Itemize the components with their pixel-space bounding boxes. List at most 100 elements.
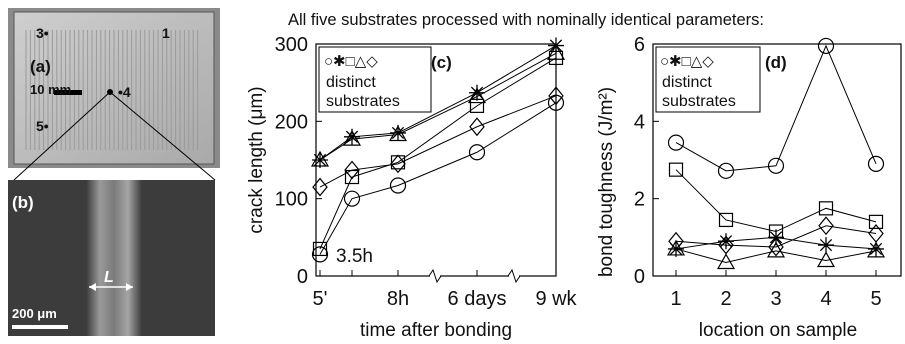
legend-symbols-c: ○✱□△◇ [324,53,378,70]
data-point-circle [468,144,486,161]
crack-band [86,180,142,336]
zoom-line-left [13,91,111,181]
location-marker-1: •4 [118,84,131,100]
data-point-square [548,50,564,66]
x-tick-label-loc-5: 5 [870,288,881,310]
x-axis-label-c: time after bonding [360,320,512,341]
axis-break [507,268,521,284]
data-point-star [818,237,834,254]
legend-line1-c: distinct [326,74,376,91]
data-point-circle [311,246,329,263]
y-tick-label-c-0: 0 [297,266,308,288]
y-tick-label-c-300: 300 [275,34,308,56]
figure-header: All five substrates processed with nomin… [288,11,764,29]
data-point-diamond [548,86,564,106]
legend-line2-c: substrates [326,93,400,110]
data-point-diamond [312,177,328,197]
data-point-star [768,229,784,246]
panel-b-label: (b) [12,193,34,212]
data-point-square [868,214,884,229]
x-tick-label-loc-3: 3 [770,288,781,310]
series-line-circle [675,44,877,172]
scale-label-b: 200 μm [12,306,57,321]
x-axis-label-d: location on sample [699,320,857,341]
data-point-triangle [467,87,487,104]
channel-pattern [25,30,199,150]
panel-d-label: (d) [765,53,787,72]
y-tick-label-d-2: 2 [634,189,645,211]
scale-bar-b [12,325,68,329]
data-point-square [818,201,834,216]
data-point-triangle [342,129,362,146]
data-point-diamond [668,231,684,251]
legend-d: ○✱□△◇ distinct substrates [655,46,761,113]
data-point-circle [867,155,885,172]
data-point-triangle [546,44,566,60]
legend-box-c [318,46,432,113]
data-point-circle [767,157,785,174]
y-tick-label-c-100: 100 [275,189,308,211]
data-point-circle [817,37,835,55]
data-point-diamond [818,216,834,236]
x-tick-label-5min: 5' [313,288,328,310]
x-tick-label-loc-2: 2 [720,288,731,310]
data-point-diamond [390,154,406,174]
data-point-star [718,233,734,250]
data-point-star [868,240,884,257]
legend-symbols-d: ○✱□△◇ [660,53,714,70]
data-point-square [469,98,485,113]
series-layer [310,37,566,263]
zoom-line-right [109,91,216,181]
series-line-circle [319,102,557,255]
axis-break [428,268,442,284]
y-axis-label-d: bond toughness (J/m²) [596,87,617,277]
series-line-diamond [319,95,557,188]
x-tick-label-9wk: 9 wk [535,288,577,310]
data-point-star [469,84,485,101]
series-line-triangle [319,52,557,161]
y-tick-label-d-4: 4 [634,111,645,133]
data-point-triangle [866,241,886,258]
series-layer [666,37,886,270]
location-marker-2: 3• [36,25,49,41]
data-point-circle [389,177,407,194]
data-point-diamond [344,160,360,180]
data-point-diamond [469,117,485,137]
legend-line1-d: distinct [662,74,712,91]
chart-crack-length: crack length (μm) time after bonding 3.5… [246,34,578,341]
data-point-diamond [868,224,884,243]
x-tick-label-6days: 6 days [448,288,507,310]
data-point-diamond [768,237,784,257]
x-tick-label-loc-4: 4 [820,288,831,310]
y-tick-label-c-200: 200 [275,111,308,133]
series-line-diamond [675,225,877,248]
panel-a-photo: (a) 10 mm 3• 1 •4 5• [8,8,220,168]
panel-b-micrograph: (b) L 200 μm [8,180,215,336]
data-point-triangle [716,253,736,270]
plot-frame-d [652,43,902,277]
location-marker-4: 5• [36,118,49,134]
panel-a-label: (a) [30,57,51,76]
y-tick-label-d-0: 0 [634,266,645,288]
annotation-3-5h: 3.5h [336,246,373,267]
series-line-square [675,169,877,233]
location-marker-3: 1 [162,25,170,41]
legend-c: ○✱□△◇ distinct substrates [318,46,432,113]
data-point-circle [343,190,361,207]
x-tick-label-loc-1: 1 [670,288,681,310]
data-point-square [718,212,734,228]
data-point-triangle [310,150,330,167]
data-point-square [312,241,328,257]
chart-bond-toughness: bond toughness (J/m²) location on sample… [596,34,902,341]
series-line-square [319,57,557,250]
data-point-circle [717,162,735,179]
y-tick-label-d-6: 6 [634,34,645,56]
panel-c-label: (c) [431,53,452,72]
data-point-circle [547,94,565,111]
crack-width-label: L [104,269,114,286]
series-line-triangle [675,248,877,263]
data-point-square [668,162,684,177]
data-point-triangle [388,125,408,142]
legend-line2-d: substrates [662,93,736,110]
